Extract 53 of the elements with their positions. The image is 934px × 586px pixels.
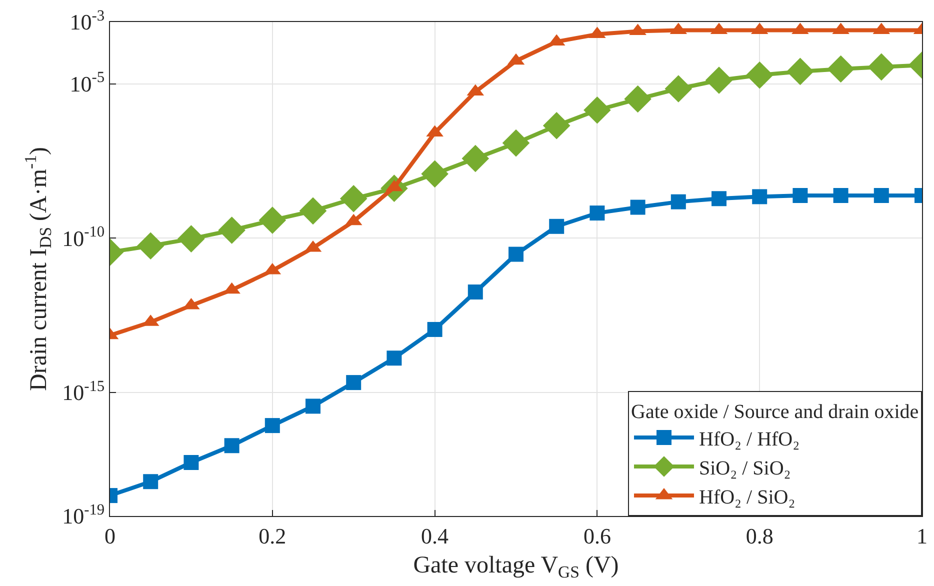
point bbox=[630, 200, 646, 215]
point bbox=[136, 232, 164, 260]
legend-label: HfO₂ / SiO₂ bbox=[699, 486, 796, 508]
point bbox=[306, 398, 320, 414]
point bbox=[874, 188, 889, 204]
point bbox=[264, 418, 280, 434]
x-tick-label: 0 bbox=[104, 523, 116, 548]
point bbox=[712, 191, 726, 206]
point bbox=[590, 206, 605, 221]
y-tick-label: 10$^{-19}$ bbox=[62, 501, 105, 529]
point bbox=[427, 322, 442, 337]
point bbox=[462, 144, 490, 172]
point bbox=[786, 58, 814, 86]
point bbox=[178, 225, 205, 252]
point bbox=[386, 350, 402, 366]
point bbox=[868, 53, 896, 81]
y-tick-label: 10$^{-10}$ bbox=[62, 224, 105, 251]
x-tick-label: 0.2 bbox=[258, 523, 286, 548]
point bbox=[468, 284, 483, 300]
point bbox=[584, 96, 611, 124]
x-axis-title: Gate voltage V$_{GS}$ (V) bbox=[413, 552, 619, 582]
point bbox=[705, 66, 733, 94]
point bbox=[670, 194, 686, 210]
point bbox=[340, 184, 368, 212]
point bbox=[299, 197, 327, 225]
y-tick-label: 10$^{-15}$ bbox=[62, 378, 105, 406]
point bbox=[792, 188, 808, 204]
point bbox=[143, 474, 158, 490]
legend-label: SiO₂ / SiO₂ bbox=[699, 457, 791, 480]
point bbox=[218, 216, 246, 244]
point bbox=[508, 246, 524, 262]
x-tick-label: 0.8 bbox=[746, 523, 774, 548]
point bbox=[421, 160, 448, 188]
point bbox=[542, 112, 570, 140]
point bbox=[746, 61, 774, 89]
point bbox=[549, 218, 564, 234]
point bbox=[346, 375, 362, 390]
point bbox=[224, 438, 240, 454]
point bbox=[664, 75, 692, 102]
point bbox=[184, 455, 199, 470]
y-tick-label: 10$^{-3}$ bbox=[70, 7, 105, 35]
point bbox=[258, 206, 286, 234]
x-tick-label: 1 bbox=[916, 523, 928, 548]
point bbox=[752, 189, 768, 204]
point bbox=[833, 188, 848, 204]
y-tick-label: 10$^{-5}$ bbox=[70, 69, 105, 96]
legend-label: HfO₂ / HfO₂ bbox=[699, 428, 800, 450]
point bbox=[624, 85, 652, 113]
x-tick-label: 0.6 bbox=[583, 523, 611, 548]
point bbox=[827, 55, 854, 83]
legend-title: Gate oxide / Source and drain oxide bbox=[631, 401, 919, 423]
x-tick-label: 0.4 bbox=[421, 523, 449, 548]
point bbox=[502, 129, 530, 157]
